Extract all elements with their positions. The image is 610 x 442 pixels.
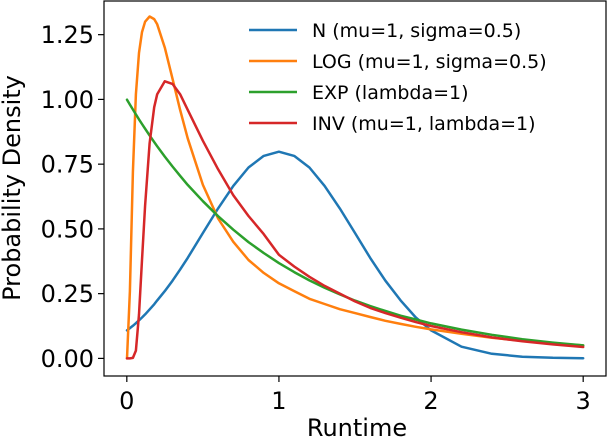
legend: N (mu=1, sigma=0.5) LOG (mu=1, sigma=0.5)…	[249, 20, 547, 135]
y-axis-label: Probability Density	[0, 75, 26, 301]
x-axis: 0 1 2 3	[119, 376, 591, 415]
x-tick-label: 3	[576, 387, 591, 415]
x-tick-label: 0	[119, 387, 134, 415]
x-tick-label: 2	[423, 387, 438, 415]
y-axis: 0.00 0.25 0.50 0.75 1.00 1.25	[41, 21, 104, 373]
plot-frame	[103, 0, 607, 377]
series-line-3	[125, 98, 585, 347]
y-tick-label: 0.00	[41, 345, 94, 373]
legend-label-3: EXP (lambda=1)	[312, 82, 469, 104]
y-tick-label: 1.00	[41, 86, 94, 114]
legend-label-4: INV (mu=1, lambda=1)	[312, 113, 536, 135]
legend-label-2: LOG (mu=1, sigma=0.5)	[312, 51, 547, 73]
y-tick-label: 0.75	[41, 151, 94, 179]
x-tick-label: 1	[271, 387, 286, 415]
y-tick-label: 0.25	[41, 280, 94, 308]
y-tick-label: 1.25	[41, 21, 94, 49]
series-line-2	[125, 15, 585, 360]
y-tick-label: 0.50	[41, 215, 94, 243]
legend-label-1: N (mu=1, sigma=0.5)	[312, 20, 521, 42]
series-line-4	[125, 80, 585, 360]
series-layer	[125, 15, 585, 360]
x-axis-label: Runtime	[307, 414, 407, 442]
